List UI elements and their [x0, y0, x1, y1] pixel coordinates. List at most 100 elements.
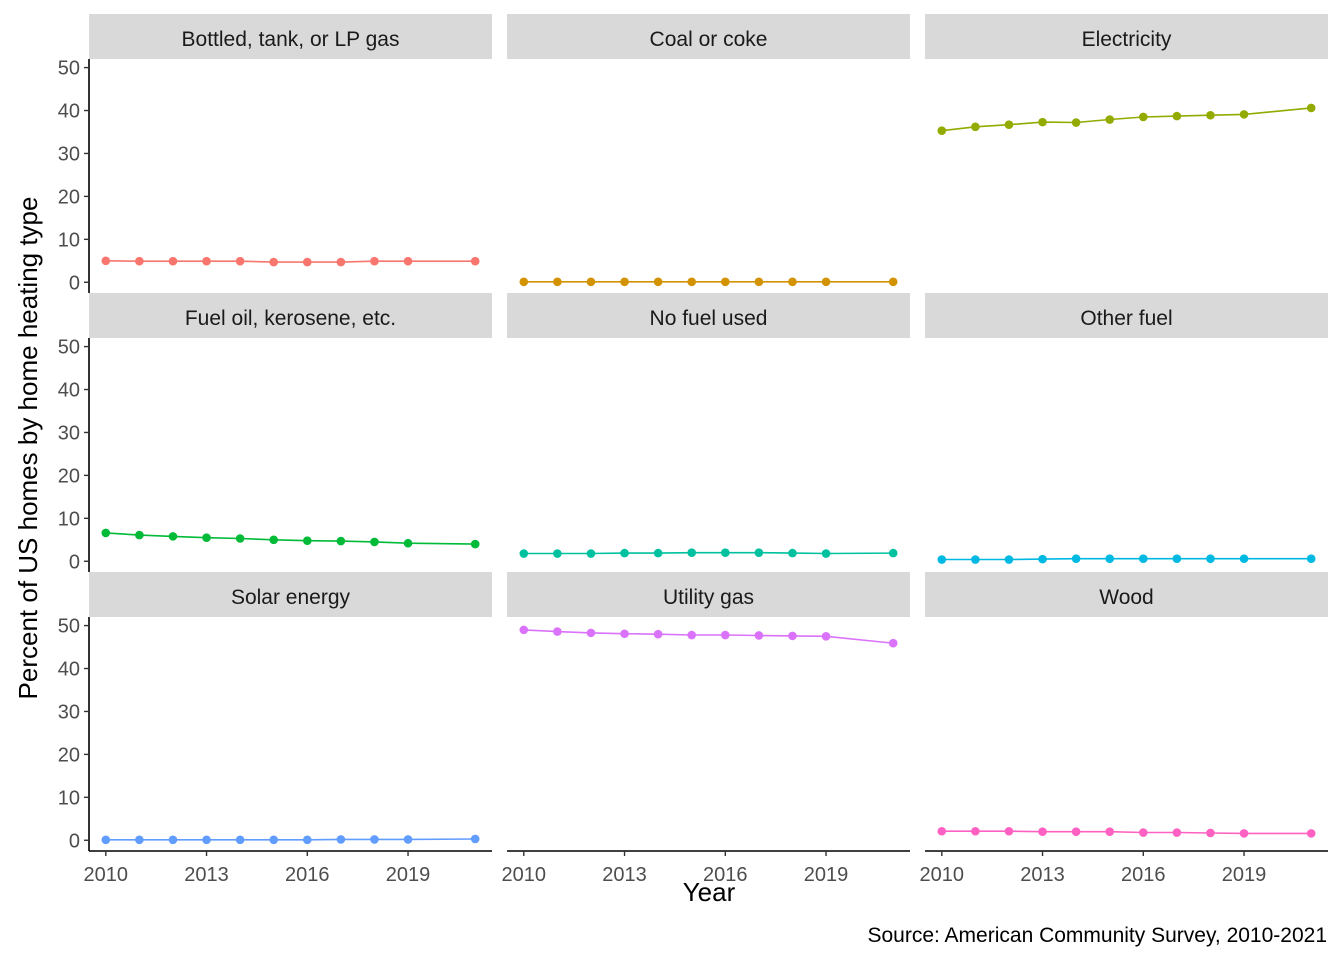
x-tick-label: 2010: [502, 864, 547, 886]
data-point: [135, 530, 144, 540]
y-tick-label: 0: [69, 551, 80, 573]
y-tick-label: 10: [58, 229, 80, 251]
series-line: [941, 557, 1312, 561]
data-point: [888, 638, 898, 648]
x-tick-label: 2019: [804, 864, 849, 886]
caption: Source: American Community Survey, 2010-…: [868, 924, 1328, 947]
y-tick-label: 40: [58, 101, 80, 123]
data-point: [620, 629, 629, 639]
facet-strip-label: Wood: [1099, 586, 1153, 609]
data-point: [1138, 112, 1148, 122]
facet-panel: Other fuel: [925, 293, 1328, 564]
data-point: [370, 256, 379, 266]
data-point: [821, 549, 831, 558]
data-point: [519, 549, 529, 558]
y-tick-label: 20: [58, 744, 80, 766]
data-point: [788, 277, 797, 287]
facet-strip-label: Utility gas: [663, 586, 754, 609]
data-point: [653, 548, 663, 558]
data-point: [1306, 829, 1316, 838]
data-point: [101, 528, 111, 538]
data-point: [788, 631, 797, 641]
y-tick-label: 10: [58, 787, 80, 809]
data-point: [370, 537, 379, 547]
data-point: [302, 536, 312, 545]
series-line: [523, 629, 894, 644]
data-point: [403, 256, 413, 266]
data-point: [336, 536, 346, 546]
x-tick-label: 2016: [285, 864, 330, 886]
y-tick-label: 0: [69, 830, 80, 852]
data-point: [1206, 554, 1215, 563]
data-point: [720, 630, 730, 640]
data-point: [553, 549, 562, 558]
x-tick-label: 2010: [920, 864, 965, 886]
series-line: [105, 532, 476, 545]
series-line: [523, 551, 894, 555]
data-point: [1306, 554, 1316, 563]
y-tick-label: 20: [58, 465, 80, 487]
data-point: [168, 256, 178, 266]
data-point: [754, 548, 764, 557]
data-point: [1071, 827, 1081, 836]
y-tick-label: 40: [58, 380, 80, 402]
facet-panel: Electricity: [925, 14, 1328, 136]
data-point: [720, 548, 730, 557]
data-point: [586, 277, 596, 287]
data-point: [1172, 111, 1182, 121]
data-point: [1071, 118, 1081, 127]
x-tick-label: 2016: [703, 864, 748, 886]
y-tick-label: 0: [69, 272, 80, 294]
facet-panel: No fuel used: [507, 293, 910, 558]
data-point: [821, 277, 831, 287]
data-point: [302, 257, 312, 267]
data-point: [336, 835, 346, 844]
series-line: [105, 838, 476, 841]
data-point: [888, 548, 898, 558]
x-tick-label: 2013: [184, 864, 229, 886]
data-point: [168, 532, 178, 541]
data-point: [101, 256, 111, 266]
data-point: [1206, 110, 1215, 120]
data-point: [1172, 554, 1182, 563]
data-point: [403, 538, 413, 548]
data-point: [336, 257, 346, 267]
facet-strip-label: Fuel oil, kerosene, etc.: [185, 307, 396, 330]
data-point: [403, 835, 413, 844]
data-point: [370, 835, 379, 844]
facet-panels: Bottled, tank, or LP gas 0 10 20 30 40 50 Coal …: [58, 14, 1328, 886]
data-point: [235, 256, 245, 266]
data-point: [1138, 828, 1148, 837]
facet-strip: [507, 14, 910, 59]
data-point: [269, 257, 279, 267]
data-point: [519, 277, 529, 287]
data-point: [1105, 554, 1115, 563]
facet-panel: Solar energy 0 10 20 30 40 50 2010 2013 2016 2019: [58, 572, 492, 886]
data-point: [1004, 120, 1014, 129]
data-point: [135, 256, 144, 266]
data-point: [971, 826, 980, 836]
data-point: [687, 548, 697, 557]
data-point: [586, 549, 596, 558]
x-tick-label: 2013: [1020, 864, 1065, 886]
x-axis-title: Year: [683, 877, 736, 907]
facet-strip: [925, 572, 1328, 617]
y-tick-label: 20: [58, 186, 80, 208]
facet-strip: [89, 293, 492, 338]
data-point: [1306, 103, 1316, 113]
data-point: [1172, 828, 1182, 837]
series-line: [941, 830, 1312, 835]
x-tick-label: 2016: [1121, 864, 1166, 886]
facet-strip: [89, 572, 492, 617]
facet-strip-label: Solar energy: [231, 586, 351, 609]
series-line: [941, 107, 1312, 132]
data-point: [888, 277, 898, 287]
data-point: [1105, 115, 1115, 124]
facet-panel: Wood 2010 2013 2016 2019: [920, 572, 1328, 886]
data-point: [1206, 828, 1215, 838]
facet-strip-label: Other fuel: [1080, 307, 1172, 330]
data-point: [553, 277, 562, 287]
facet-strip: [507, 293, 910, 338]
data-point: [754, 277, 764, 287]
